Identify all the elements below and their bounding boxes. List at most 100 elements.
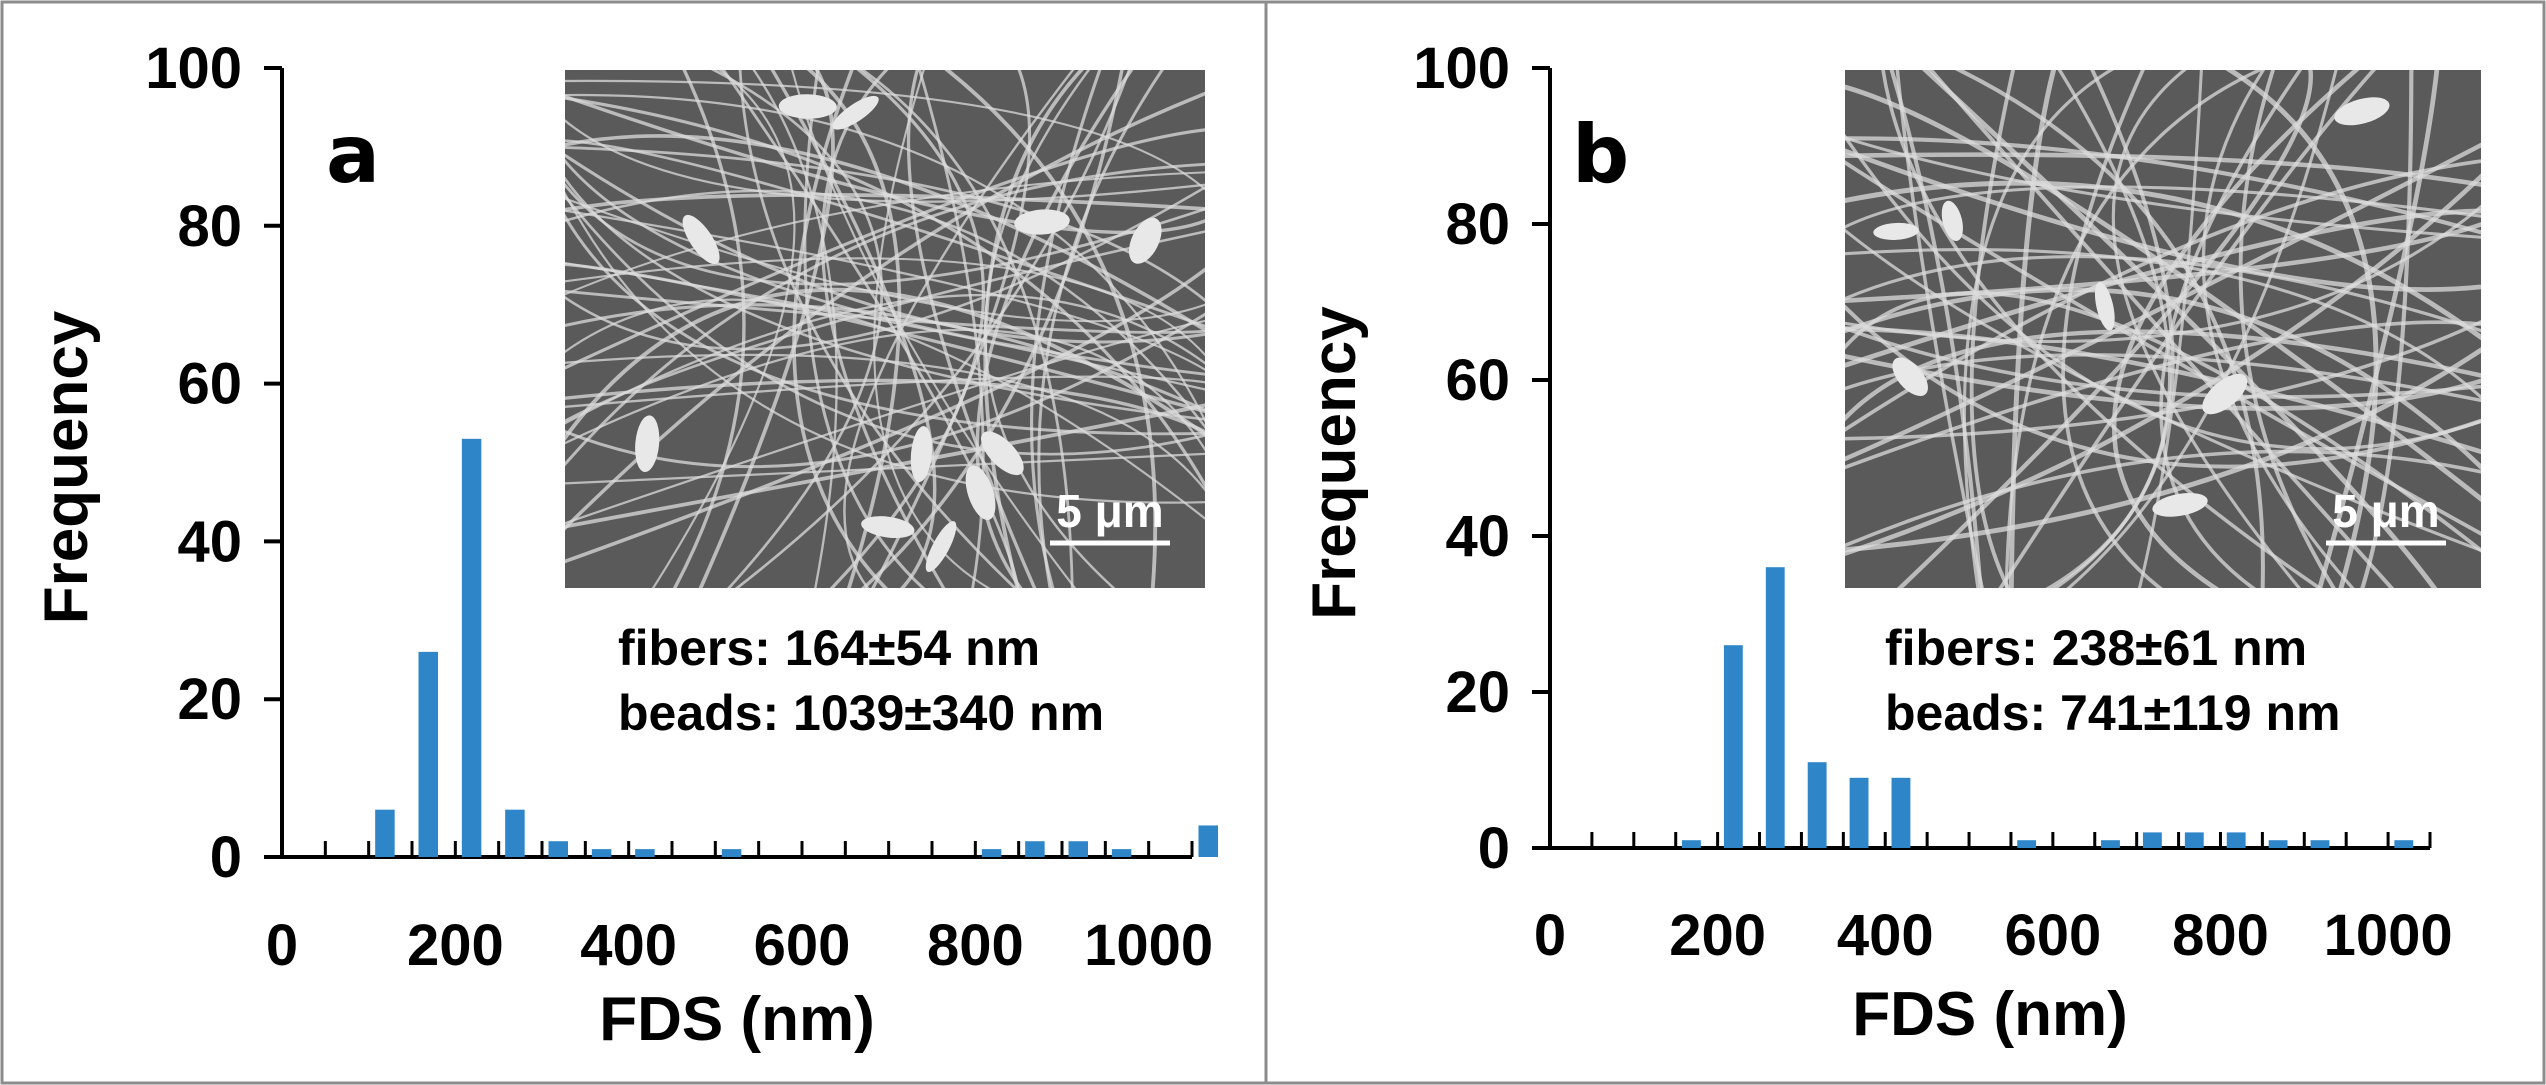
x-tick-label: 0 bbox=[1534, 903, 1566, 968]
sem-fiber bbox=[1037, 70, 1164, 588]
bar bbox=[505, 809, 525, 857]
bar bbox=[418, 651, 438, 857]
sem-fiber bbox=[806, 70, 902, 588]
sem-fiber bbox=[565, 139, 1205, 328]
sem-bead bbox=[2334, 97, 2390, 126]
sem-fiber bbox=[2004, 70, 2264, 588]
sem-bead bbox=[1892, 357, 1928, 396]
y-tick-label: 20 bbox=[177, 667, 242, 732]
sem-fiber bbox=[565, 262, 1205, 414]
bar bbox=[721, 849, 742, 857]
sem-fiber bbox=[1921, 70, 2438, 588]
bar bbox=[461, 438, 482, 857]
sem-fiber bbox=[1845, 326, 2481, 399]
sem-fiber bbox=[565, 452, 1205, 485]
sem-fiber bbox=[651, 70, 796, 588]
y-axis-title: Frequency bbox=[32, 310, 101, 624]
sem-bead bbox=[1014, 209, 1070, 235]
bar bbox=[1849, 777, 1869, 848]
sem-fiber bbox=[918, 70, 985, 588]
sem-bead bbox=[832, 95, 879, 130]
sem-fiber bbox=[2225, 70, 2379, 588]
x-tick-label: 400 bbox=[1837, 903, 1934, 968]
sem-fiber bbox=[565, 134, 1205, 333]
bar bbox=[2101, 840, 2120, 848]
sem-fibers bbox=[1845, 70, 2481, 588]
sem-fiber bbox=[565, 353, 1205, 492]
bar bbox=[2394, 840, 2414, 848]
y-tick-label: 80 bbox=[1445, 192, 1510, 257]
sem-fiber bbox=[1845, 136, 2481, 239]
x-tick-label: 200 bbox=[407, 913, 504, 978]
sem-bead bbox=[980, 431, 1024, 476]
bar bbox=[635, 849, 655, 857]
bar bbox=[548, 841, 568, 857]
sem-fiber bbox=[565, 298, 1205, 520]
sem-bead bbox=[682, 214, 720, 265]
bar bbox=[2226, 832, 2246, 848]
sem-fiber bbox=[843, 70, 1075, 588]
sem-bead bbox=[965, 465, 996, 521]
sem-fiber bbox=[2201, 70, 2355, 588]
sem-fiber bbox=[975, 70, 1134, 588]
sem-fiber bbox=[565, 293, 1205, 425]
bar bbox=[2310, 840, 2330, 848]
sem-fiber bbox=[721, 70, 1020, 588]
sem-bead bbox=[2202, 373, 2248, 415]
sem-fiber bbox=[2052, 70, 2172, 588]
sem-fiber bbox=[672, 70, 746, 588]
y-tick-label: 40 bbox=[1445, 504, 1510, 569]
sem-bead bbox=[925, 521, 957, 573]
x-tick-label: 600 bbox=[2004, 903, 2101, 968]
scale-bar-label: 5 μm bbox=[2332, 485, 2439, 537]
sem-fiber bbox=[2159, 70, 2303, 588]
sem-fiber bbox=[871, 70, 1032, 588]
sem-fiber bbox=[1845, 173, 2481, 556]
sem-fiber bbox=[2317, 70, 2440, 588]
x-tick-label: 600 bbox=[754, 913, 851, 978]
sem-fiber bbox=[565, 230, 1205, 423]
x-tick-label: 1000 bbox=[1084, 913, 1213, 978]
sem-fiber bbox=[2238, 70, 2336, 588]
sem-fiber bbox=[1845, 160, 2481, 536]
sem-fiber bbox=[2111, 70, 2302, 588]
sem-fiber bbox=[752, 70, 838, 588]
annotation-beads: beads: 1039±340 nm bbox=[618, 685, 1104, 741]
bar bbox=[2142, 832, 2162, 848]
y-tick-label: 60 bbox=[177, 352, 242, 417]
panel-letter: a bbox=[326, 108, 380, 201]
sem-fiber bbox=[565, 146, 1205, 303]
sem-fiber bbox=[792, 70, 889, 588]
sem-fiber bbox=[1845, 228, 2481, 552]
sem-fiber bbox=[565, 96, 1205, 489]
bar bbox=[1682, 840, 1701, 848]
sem-fiber bbox=[1845, 254, 2481, 333]
sem-bead bbox=[2094, 282, 2115, 331]
y-tick-label: 0 bbox=[210, 825, 242, 890]
bar bbox=[2268, 840, 2288, 848]
sem-fiber bbox=[565, 162, 1205, 467]
annotation-beads: beads: 741±119 nm bbox=[1885, 685, 2340, 741]
y-tick-label: 0 bbox=[1478, 816, 1510, 881]
sem-fiber bbox=[860, 70, 1074, 588]
x-tick-label: 0 bbox=[266, 913, 298, 978]
bar bbox=[1025, 841, 1045, 857]
sem-fiber bbox=[1845, 180, 2481, 341]
sem-fiber bbox=[565, 79, 1205, 191]
bar bbox=[1807, 762, 1827, 848]
sem-bead bbox=[2152, 492, 2208, 517]
sem-fiber bbox=[565, 93, 1205, 424]
sem-fiber bbox=[2112, 70, 2360, 588]
sem-fiber bbox=[1969, 70, 2016, 588]
y-tick-label: 80 bbox=[177, 194, 242, 259]
annotation-fibers: fibers: 238±61 nm bbox=[1885, 620, 2307, 676]
sem-fiber bbox=[1845, 304, 2481, 469]
sem-bead bbox=[1128, 217, 1162, 264]
x-tick-label: 400 bbox=[580, 913, 677, 978]
bar bbox=[2184, 832, 2204, 848]
bar bbox=[2017, 840, 2037, 848]
sem-fiber bbox=[944, 70, 1158, 588]
sem-bead bbox=[910, 426, 933, 483]
bar bbox=[1068, 841, 1088, 857]
